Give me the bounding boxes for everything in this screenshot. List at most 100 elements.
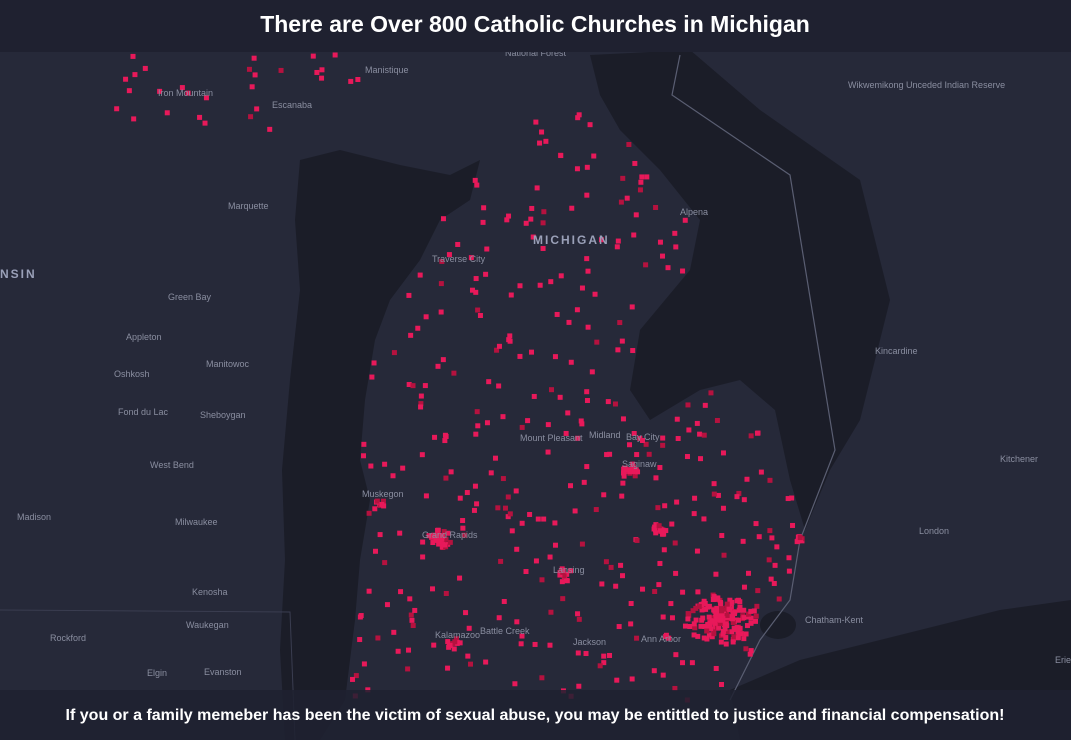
church-dot — [365, 687, 371, 693]
place-label: Madison — [17, 512, 51, 522]
church-dot — [464, 490, 470, 496]
region-label: MICHIGAN — [533, 233, 610, 247]
church-dot — [451, 370, 457, 376]
church-dot — [748, 620, 754, 626]
church-dot — [713, 612, 719, 618]
church-dot — [709, 618, 715, 624]
church-dot — [663, 528, 669, 534]
church-dot — [417, 272, 423, 278]
church-dot — [406, 647, 412, 653]
church-dot — [715, 595, 721, 601]
church-dot — [541, 516, 547, 522]
church-dot — [481, 205, 487, 211]
church-dot — [631, 431, 637, 437]
church-dot — [618, 562, 624, 568]
church-dots — [114, 34, 805, 703]
church-dot — [601, 653, 607, 659]
church-dot — [613, 583, 619, 589]
church-dot — [372, 506, 378, 512]
place-label: Ann Arbor — [641, 634, 681, 644]
church-dot — [660, 614, 666, 620]
church-dot — [744, 623, 750, 629]
church-dot — [747, 651, 753, 657]
church-dot — [786, 568, 792, 574]
church-dot — [696, 603, 702, 609]
church-dot — [691, 511, 697, 517]
church-dot — [528, 349, 534, 355]
church-dot — [557, 394, 563, 400]
church-dot — [771, 580, 777, 586]
church-dot — [445, 665, 451, 671]
church-dot — [605, 399, 611, 405]
place-label: Waukegan — [186, 620, 229, 630]
church-dot — [748, 433, 754, 439]
church-dot — [492, 455, 498, 461]
church-dot — [430, 586, 436, 592]
church-dot — [438, 309, 444, 315]
church-dot — [730, 615, 736, 621]
church-dot — [471, 507, 477, 513]
place-label: Grand Rapids — [422, 530, 478, 540]
place-label: Marquette — [228, 201, 269, 211]
church-dot — [686, 612, 692, 618]
church-dot — [767, 528, 773, 534]
church-dot — [657, 527, 663, 533]
place-label: Kitchener — [1000, 454, 1038, 464]
church-dot — [706, 632, 712, 638]
church-dot — [710, 628, 716, 634]
church-dot — [597, 663, 603, 669]
church-dot — [766, 557, 772, 563]
church-dot — [756, 534, 762, 540]
church-dot — [653, 530, 659, 536]
church-dot — [785, 496, 791, 502]
church-dot — [366, 510, 372, 516]
church-dot — [537, 140, 543, 146]
church-dot — [527, 511, 533, 517]
church-dot — [564, 578, 570, 584]
church-dot — [517, 353, 523, 359]
church-dot — [361, 441, 367, 447]
church-dot — [700, 615, 706, 621]
church-dot — [572, 508, 578, 514]
church-dot — [114, 106, 120, 112]
church-dot — [628, 621, 634, 627]
church-dot — [422, 383, 428, 389]
church-dot — [552, 354, 558, 360]
church-dot — [423, 493, 429, 499]
church-dot — [711, 631, 717, 637]
church-dot — [519, 520, 525, 526]
church-dot — [743, 646, 749, 652]
church-dot — [720, 450, 726, 456]
church-dot — [640, 586, 646, 592]
church-dot — [501, 598, 507, 604]
church-dot — [575, 115, 581, 121]
church-dot — [443, 536, 449, 542]
church-dot — [197, 114, 203, 120]
church-dot — [737, 604, 743, 610]
church-dot — [466, 625, 472, 631]
church-dot — [620, 175, 626, 181]
church-dot — [164, 110, 170, 116]
church-dot — [486, 379, 492, 385]
church-dot — [634, 452, 640, 458]
church-dot — [410, 623, 416, 629]
church-dot — [131, 116, 137, 122]
church-dot — [674, 499, 680, 505]
church-dot — [748, 608, 754, 614]
church-dot — [657, 465, 663, 471]
place-label: National Forest — [505, 48, 567, 58]
church-dot — [461, 532, 467, 538]
church-dot — [687, 623, 693, 629]
church-dot — [558, 153, 564, 159]
place-label: Wikwemikong Unceded Indian Reserve — [848, 80, 1005, 90]
church-dot — [440, 357, 446, 363]
church-dot — [502, 505, 508, 511]
church-dot — [748, 648, 754, 654]
place-label: Alpena — [680, 207, 708, 217]
church-dot — [669, 615, 675, 621]
church-dot — [533, 119, 539, 125]
church-dot — [126, 88, 132, 94]
place-label: Kenosha — [192, 587, 228, 597]
church-dot — [451, 646, 457, 652]
